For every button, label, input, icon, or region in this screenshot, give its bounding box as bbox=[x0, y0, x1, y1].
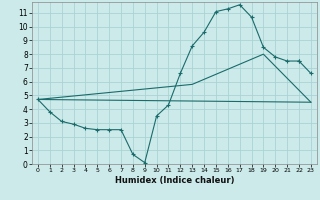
X-axis label: Humidex (Indice chaleur): Humidex (Indice chaleur) bbox=[115, 176, 234, 185]
